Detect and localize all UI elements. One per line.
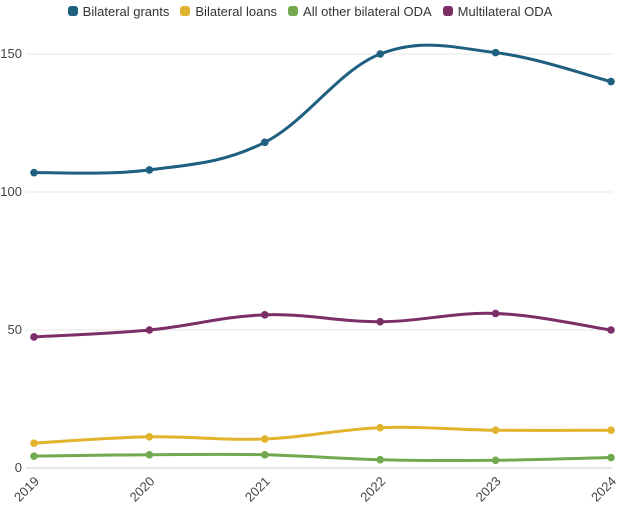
data-point-bilateral-loans[interactable] [491,426,500,434]
legend-item-other-bilateral-oda[interactable]: All other bilateral ODA [288,4,432,19]
x-tick-label: 2023 [473,474,504,505]
y-tick-label: 150 [0,46,22,61]
series-line-other-bilateral-oda [32,452,613,463]
x-axis-labels: 2019 2020 2021 2022 2023 2024 [11,474,619,505]
data-point-bilateral-loans[interactable] [261,435,269,443]
legend: Bilateral grants Bilateral loans All oth… [0,0,620,22]
series-line-multilateral-oda [32,311,613,339]
legend-item-multilateral-oda[interactable]: Multilateral ODA [442,3,553,19]
legend-label-bilateral-grants: Bilateral grants [82,3,170,19]
data-point-other-bilateral-oda[interactable] [145,450,154,459]
legend-item-bilateral-loans[interactable]: Bilateral loans [180,4,277,19]
x-tick-label: 2019 [11,474,42,505]
legend-swatch-bilateral-loans [180,6,191,16]
data-point-multilateral-oda[interactable] [261,311,269,319]
legend-swatch-multilateral-oda [442,6,453,16]
data-point-multilateral-oda[interactable] [607,326,615,334]
series-line-bilateral-loans [32,425,613,445]
series-bilateral-grants [30,43,615,177]
legend-swatch-bilateral-grants [67,6,78,16]
data-point-bilateral-grants[interactable] [491,48,500,57]
data-point-multilateral-oda[interactable] [376,317,385,326]
data-point-other-bilateral-oda[interactable] [261,450,269,459]
y-tick-label: 50 [8,322,22,337]
data-point-multilateral-oda[interactable] [491,309,500,318]
data-point-other-bilateral-oda[interactable] [491,456,500,465]
data-point-other-bilateral-oda[interactable] [607,453,615,462]
data-point-bilateral-grants[interactable] [145,166,154,174]
data-point-bilateral-grants[interactable] [30,168,38,177]
data-point-bilateral-loans[interactable] [607,426,615,434]
data-point-bilateral-loans[interactable] [30,439,38,447]
legend-item-bilateral-grants[interactable]: Bilateral grants [67,3,170,19]
y-tick-label: 100 [0,184,22,199]
data-point-bilateral-grants[interactable] [376,50,385,58]
y-gridlines: 0 50 100 150 [0,46,612,475]
legend-label-other-bilateral-oda: All other bilateral ODA [303,3,432,19]
data-point-other-bilateral-oda[interactable] [376,455,385,464]
data-point-multilateral-oda[interactable] [30,333,38,341]
series-multilateral-oda [30,309,615,341]
y-tick-label: 0 [15,460,22,475]
legend-swatch-other-bilateral-oda [288,6,299,16]
data-point-bilateral-loans[interactable] [376,423,385,432]
data-point-bilateral-loans[interactable] [145,433,154,441]
legend-label-bilateral-loans: Bilateral loans [195,3,278,19]
x-tick-label: 2022 [357,474,388,505]
data-point-multilateral-oda[interactable] [145,326,154,334]
series-other-bilateral-oda [30,450,615,465]
data-point-bilateral-grants[interactable] [261,138,269,147]
x-tick-label: 2024 [588,474,619,505]
x-tick-label: 2020 [126,474,157,505]
legend-label-multilateral-oda: Multilateral ODA [457,3,553,19]
x-tick-label: 2021 [242,474,273,505]
series-line-bilateral-grants [32,43,613,175]
data-point-other-bilateral-oda[interactable] [30,452,38,460]
series-bilateral-loans [30,423,615,447]
data-point-bilateral-grants[interactable] [607,77,615,86]
